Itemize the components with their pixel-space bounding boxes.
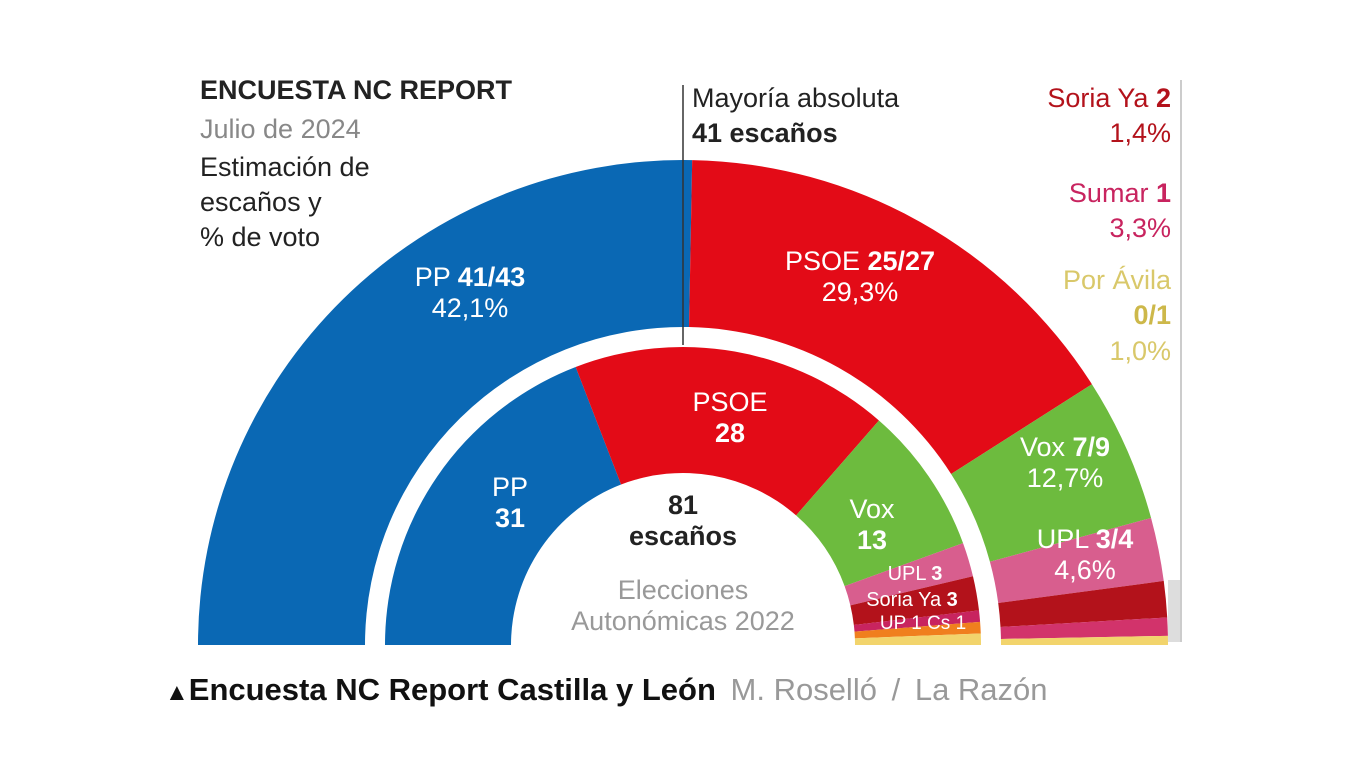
label-psoe-2024: PSOE 25/27 29,3% — [784, 246, 936, 308]
label-pp-2024: PP 41/43 42,1% — [414, 262, 526, 324]
legend-soria-ya-vote: 1,4% — [1109, 118, 1171, 148]
seat-segment-soria-ya — [998, 580, 1168, 627]
seat-segment-pp — [198, 159, 693, 645]
chart-title: ENCUESTA NC REPORT — [200, 75, 513, 105]
label-up-cs-2022: UP 1 Cs 1 — [879, 613, 967, 634]
label-vox-2024: Vox 7/9 12,7% — [1019, 432, 1111, 494]
label-vox-2022: Vox 13 — [849, 494, 895, 556]
seat-segment-upl — [989, 517, 1164, 603]
seat-segment-psoe — [575, 347, 879, 516]
description-line: Estimación de — [200, 152, 370, 182]
majority-value: 41 escaños — [692, 118, 838, 148]
caption: ▲Encuesta NC Report Castilla y León M. R… — [165, 672, 1048, 708]
legend-por-avila: Por Ávila — [1062, 265, 1171, 295]
seat-segment-up — [853, 610, 981, 632]
caption-title: Encuesta NC Report Castilla y León — [188, 672, 716, 707]
majority-label: Mayoría absoluta — [692, 83, 900, 113]
seat-segment-por-vila — [1000, 635, 1168, 645]
seat-segment-soria-ya — [850, 576, 979, 626]
seat-segment-psoe — [689, 160, 1092, 474]
legend-por-avila-vote: 1,0% — [1109, 336, 1171, 366]
legend-sumar-vote: 3,3% — [1109, 213, 1171, 243]
inner-ring-label: Elecciones Autonómicas 2022 — [571, 575, 795, 637]
chart-subtitle: Julio de 2024 — [200, 114, 361, 144]
label-upl-2022: UPL 3 — [887, 563, 943, 585]
inner-ring-2022 — [385, 347, 981, 645]
seat-segment-vox — [951, 384, 1152, 562]
label-soria-ya-2022: Soria Ya 3 — [866, 589, 958, 611]
description-line: escaños y — [200, 187, 322, 217]
seat-segment-vox — [796, 420, 964, 587]
legend-soria-ya: Soria Ya 2 — [1047, 83, 1171, 113]
label-pp-2022: PP 31 — [491, 472, 529, 534]
seat-segment-por-vila — [854, 633, 981, 645]
center-seats-total: 81 escaños — [628, 490, 738, 552]
seat-segment-pp — [385, 367, 622, 645]
caption-author: M. Roselló — [730, 672, 877, 707]
seat-segment-upl — [844, 543, 973, 606]
seat-segment-cs — [854, 621, 981, 639]
legend-por-avila-seats: 0/1 — [1133, 300, 1171, 330]
caption-source: La Razón — [914, 672, 1048, 707]
label-psoe-2022: PSOE 28 — [692, 387, 768, 449]
caption-separator: / — [891, 672, 901, 707]
label-upl-2024: UPL 3/4 4,6% — [1036, 524, 1134, 586]
description-line: % de voto — [200, 222, 321, 252]
outer-ring-2024 — [198, 159, 1168, 645]
legend-sumar: Sumar 1 — [1068, 178, 1171, 208]
triangle-up-icon: ▲ — [165, 679, 189, 706]
frame-shade — [1168, 580, 1180, 642]
seat-segment-sumar — [1000, 617, 1168, 639]
